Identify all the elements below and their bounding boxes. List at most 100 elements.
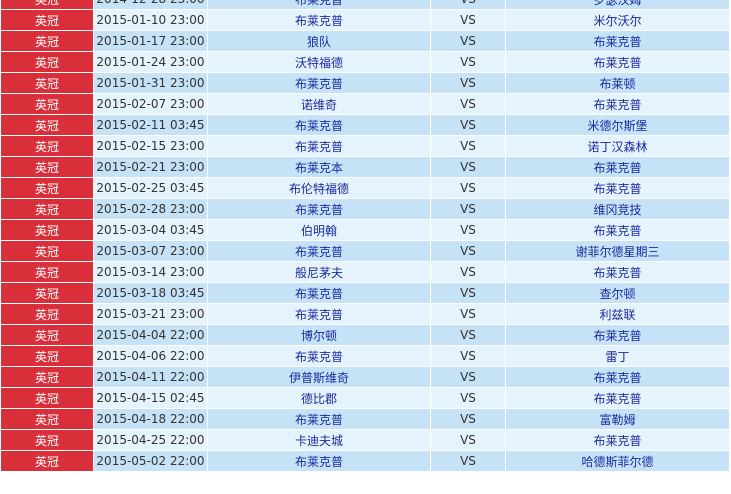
match-time: 2015-03-14 23:00 — [93, 261, 208, 283]
home-team-link[interactable]: 布莱克普 — [294, 76, 343, 91]
match-time: 2015-03-07 23:00 — [93, 240, 208, 262]
home-team-link[interactable]: 布莱克普 — [294, 202, 343, 217]
league-cell: 英冠 — [0, 0, 94, 10]
match-time: 2015-01-10 23:00 — [93, 9, 208, 31]
match-time: 2015-04-18 22:00 — [93, 408, 208, 430]
match-row: 英冠 2015-02-11 03:45 布莱克普 VS 米德尔斯堡 — [0, 114, 730, 136]
away-team-link[interactable]: 谢菲尔德星期三 — [575, 244, 660, 259]
league-cell: 英冠 — [0, 450, 94, 472]
match-row: 英冠 2015-01-17 23:00 狼队 VS 布莱克普 — [0, 30, 730, 52]
home-team-link[interactable]: 布莱克普 — [294, 454, 343, 469]
match-row: 英冠 2015-02-28 23:00 布莱克普 VS 维冈竞技 — [0, 198, 730, 220]
league-cell: 英冠 — [0, 240, 94, 262]
match-time: 2015-02-11 03:45 — [93, 114, 208, 136]
vs-label: VS — [430, 303, 506, 325]
match-row: 英冠 2015-04-18 22:00 布莱克普 VS 富勒姆 — [0, 408, 730, 430]
vs-label: VS — [430, 114, 506, 136]
home-team-link[interactable]: 伊普斯维奇 — [288, 370, 349, 385]
away-team-link[interactable]: 利兹联 — [599, 307, 636, 322]
match-row: 英冠 2015-02-07 23:00 诺维奇 VS 布莱克普 — [0, 93, 730, 115]
match-row: 英冠 2015-03-18 03:45 布莱克普 VS 查尔顿 — [0, 282, 730, 304]
home-team-link[interactable]: 狼队 — [306, 34, 331, 49]
fixtures-table: 英冠2014-12-28 23:00布莱克普VS罗瑟汉姆英冠2015-01-10… — [0, 0, 730, 472]
match-time: 2015-04-15 02:45 — [93, 387, 208, 409]
away-team-link[interactable]: 布莱顿 — [599, 76, 636, 91]
match-row: 英冠 2015-02-25 03:45 布伦特福德 VS 布莱克普 — [0, 177, 730, 199]
away-team-link[interactable]: 诺丁汉森林 — [587, 139, 648, 154]
match-time: 2015-01-17 23:00 — [93, 30, 208, 52]
home-team-link[interactable]: 布莱克普 — [294, 412, 343, 427]
vs-label: VS — [430, 219, 506, 241]
match-row: 英冠2014-12-28 23:00 布莱克普 VS 罗瑟汉姆 — [0, 0, 730, 10]
home-team-link[interactable]: 布莱克普 — [294, 139, 343, 154]
vs-label: VS — [430, 198, 506, 220]
away-team-link[interactable]: 布莱克普 — [593, 265, 642, 280]
match-row: 英冠 2015-04-25 22:00 卡迪夫城 VS 布莱克普 — [0, 429, 730, 451]
match-time: 2015-05-02 22:00 — [93, 450, 208, 472]
home-team-link[interactable]: 伯明翰 — [300, 223, 337, 238]
match-time: 2015-02-28 23:00 — [93, 198, 208, 220]
home-team-link[interactable]: 布莱克普 — [294, 118, 343, 133]
away-team-link[interactable]: 布莱克普 — [593, 160, 642, 175]
home-team-link[interactable]: 布莱克本 — [294, 160, 343, 175]
vs-label: VS — [430, 366, 506, 388]
home-team-link[interactable]: 德比郡 — [300, 391, 337, 406]
vs-label: VS — [430, 177, 506, 199]
match-row: 英冠 2015-01-31 23:00 布莱克普 VS 布莱顿 — [0, 72, 730, 94]
away-team-link[interactable]: 查尔顿 — [599, 286, 636, 301]
vs-label: VS — [430, 9, 506, 31]
home-team-link[interactable]: 布莱克普 — [294, 13, 343, 28]
vs-label: VS — [430, 429, 506, 451]
match-row: 英冠 2015-05-02 22:00 布莱克普 VS 哈德斯菲尔德 — [0, 450, 730, 472]
home-team-link[interactable]: 布莱克普 — [294, 244, 343, 259]
vs-label: VS — [430, 51, 506, 73]
home-team-link[interactable]: 博尔顿 — [300, 328, 337, 343]
away-team-link[interactable]: 罗瑟汉姆 — [593, 0, 641, 7]
home-team-link[interactable]: 布莱克普 — [295, 0, 343, 7]
home-team-link[interactable]: 布莱克普 — [294, 286, 343, 301]
home-team-link[interactable]: 般尼茅夫 — [294, 265, 343, 280]
match-time: 2015-02-21 23:00 — [93, 156, 208, 178]
league-cell: 英冠 — [0, 9, 94, 31]
league-cell: 英冠 — [0, 30, 94, 52]
away-team-link[interactable]: 布莱克普 — [593, 370, 642, 385]
home-team-link[interactable]: 沃特福德 — [294, 55, 343, 70]
away-team-link[interactable]: 哈德斯菲尔德 — [581, 454, 654, 469]
away-team-link[interactable]: 布莱克普 — [593, 34, 642, 49]
league-cell: 英冠 — [0, 72, 94, 94]
vs-label: VS — [430, 282, 506, 304]
away-team-link[interactable]: 富勒姆 — [599, 412, 636, 427]
away-team-link[interactable]: 布莱克普 — [593, 433, 642, 448]
away-team-link[interactable]: 布莱克普 — [593, 97, 642, 112]
match-row: 英冠 2015-03-21 23:00 布莱克普 VS 利兹联 — [0, 303, 730, 325]
home-team-link[interactable]: 布莱克普 — [294, 307, 343, 322]
away-team-link[interactable]: 布莱克普 — [593, 391, 642, 406]
match-time: 2015-04-04 22:00 — [93, 324, 208, 346]
home-team-link[interactable]: 布莱克普 — [294, 349, 343, 364]
match-row: 英冠 2015-03-04 03:45 伯明翰 VS 布莱克普 — [0, 219, 730, 241]
vs-label: VS — [430, 450, 506, 472]
away-team-link[interactable]: 维冈竞技 — [593, 202, 642, 217]
home-team-link[interactable]: 卡迪夫城 — [294, 433, 343, 448]
league-cell: 英冠 — [0, 93, 94, 115]
league-cell: 英冠 — [0, 387, 94, 409]
match-time: 2015-04-11 22:00 — [93, 366, 208, 388]
match-time: 2015-01-24 23:00 — [93, 51, 208, 73]
away-team-link[interactable]: 布莱克普 — [593, 55, 642, 70]
match-row: 英冠 2015-01-10 23:00 布莱克普 VS 米尔沃尔 — [0, 9, 730, 31]
match-time: 2015-02-07 23:00 — [93, 93, 208, 115]
match-time: 2015-03-18 03:45 — [93, 282, 208, 304]
away-team-link[interactable]: 米德尔斯堡 — [587, 118, 648, 133]
away-team-link[interactable]: 布莱克普 — [593, 181, 642, 196]
match-time: 2015-04-25 22:00 — [93, 429, 208, 451]
away-team-link[interactable]: 雷丁 — [605, 349, 630, 364]
away-team-link[interactable]: 布莱克普 — [593, 328, 642, 343]
away-team-link[interactable]: 米尔沃尔 — [593, 13, 642, 28]
home-team-link[interactable]: 布伦特福德 — [288, 181, 349, 196]
away-team-link[interactable]: 布莱克普 — [593, 223, 642, 238]
league-cell: 英冠 — [0, 219, 94, 241]
league-cell: 英冠 — [0, 429, 94, 451]
match-time: 2015-02-15 23:00 — [93, 135, 208, 157]
home-team-link[interactable]: 诺维奇 — [300, 97, 337, 112]
league-cell: 英冠 — [0, 177, 94, 199]
